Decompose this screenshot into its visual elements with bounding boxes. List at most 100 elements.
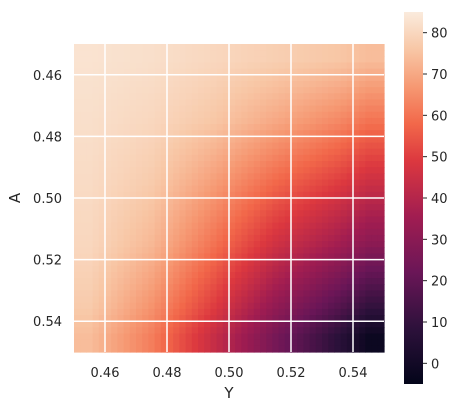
heatmap-cell bbox=[173, 345, 180, 353]
heatmap-cell bbox=[198, 68, 205, 76]
heatmap-cell bbox=[129, 130, 137, 137]
heatmap-cell bbox=[278, 74, 286, 82]
heatmap-cell bbox=[191, 222, 199, 230]
heatmap-cell bbox=[80, 80, 87, 88]
heatmap-cell bbox=[160, 80, 168, 88]
heatmap-cell bbox=[353, 87, 360, 94]
heatmap-cell bbox=[179, 173, 187, 181]
heatmap-cell bbox=[291, 308, 298, 316]
heatmap-cell bbox=[359, 136, 366, 144]
heatmap-cell bbox=[260, 234, 267, 242]
heatmap-cell bbox=[328, 271, 335, 279]
heatmap-cell bbox=[74, 271, 81, 279]
heatmap-cell bbox=[284, 154, 292, 162]
heatmap-cell bbox=[278, 265, 286, 273]
heatmap-cell bbox=[111, 124, 118, 131]
heatmap-cell bbox=[173, 167, 180, 174]
heatmap-cell bbox=[247, 44, 255, 51]
heatmap-cell bbox=[129, 117, 137, 125]
heatmap-cell bbox=[322, 44, 329, 51]
heatmap-cell bbox=[303, 111, 311, 119]
heatmap-cell bbox=[353, 222, 360, 230]
heatmap-cell bbox=[210, 271, 218, 279]
heatmap-cell bbox=[129, 56, 137, 64]
heatmap-cells bbox=[74, 44, 385, 353]
heatmap-cell bbox=[291, 296, 298, 304]
heatmap-cell bbox=[359, 333, 366, 341]
heatmap-cell bbox=[123, 99, 131, 107]
heatmap-cell bbox=[210, 290, 218, 298]
heatmap-cell bbox=[191, 216, 199, 224]
heatmap-cell bbox=[278, 216, 286, 224]
heatmap-cell bbox=[222, 327, 230, 335]
heatmap-cell bbox=[353, 284, 360, 291]
heatmap-cell bbox=[253, 290, 261, 298]
heatmap-cell bbox=[353, 259, 360, 267]
heatmap-cell bbox=[80, 278, 87, 285]
heatmap-cell bbox=[253, 154, 261, 162]
heatmap-cell bbox=[377, 142, 385, 150]
heatmap-cell bbox=[272, 44, 280, 51]
heatmap-cell bbox=[266, 179, 273, 187]
heatmap-cell bbox=[80, 253, 87, 261]
heatmap-cell bbox=[297, 136, 304, 144]
heatmap-cell bbox=[284, 68, 292, 76]
heatmap-cell bbox=[191, 68, 199, 76]
heatmap-cell bbox=[365, 117, 373, 125]
heatmap-cell bbox=[247, 62, 255, 70]
heatmap-cell bbox=[284, 130, 292, 137]
heatmap-cell bbox=[198, 271, 205, 279]
heatmap-cell bbox=[136, 62, 143, 70]
heatmap-cell bbox=[278, 44, 286, 51]
heatmap-cell bbox=[142, 68, 149, 76]
heatmap-cell bbox=[359, 130, 366, 137]
heatmap-cell bbox=[154, 44, 162, 51]
heatmap-cell bbox=[340, 210, 348, 218]
heatmap-cell bbox=[284, 327, 292, 335]
heatmap-cell bbox=[297, 161, 304, 168]
heatmap-cell bbox=[266, 161, 273, 168]
heatmap-cell bbox=[117, 68, 125, 76]
heatmap-cell bbox=[148, 50, 156, 57]
heatmap-cell bbox=[303, 228, 311, 236]
heatmap-cell bbox=[266, 198, 273, 205]
heatmap-cell bbox=[241, 216, 249, 224]
heatmap-cell bbox=[340, 87, 348, 94]
heatmap-cell bbox=[260, 198, 267, 205]
heatmap-cell bbox=[260, 93, 267, 101]
heatmap-cell bbox=[210, 148, 218, 156]
heatmap-cell bbox=[142, 142, 149, 150]
heatmap-cell bbox=[185, 234, 193, 242]
heatmap-cell bbox=[253, 117, 261, 125]
heatmap-cell bbox=[216, 148, 224, 156]
heatmap-cell bbox=[160, 228, 168, 236]
heatmap-cell bbox=[167, 210, 174, 218]
heatmap-cell bbox=[129, 179, 137, 187]
heatmap-cell bbox=[284, 179, 292, 187]
heatmap-cell bbox=[136, 284, 143, 291]
heatmap-cell bbox=[253, 130, 261, 137]
heatmap-cell bbox=[365, 161, 373, 168]
heatmap-cell bbox=[229, 93, 236, 101]
heatmap-cell bbox=[315, 308, 323, 316]
heatmap-cell bbox=[160, 167, 168, 174]
heatmap-cell bbox=[80, 173, 87, 181]
heatmap-cell bbox=[322, 173, 329, 181]
heatmap-cell bbox=[371, 93, 379, 101]
heatmap-cell bbox=[353, 80, 360, 88]
heatmap-cell bbox=[142, 154, 149, 162]
heatmap-cell bbox=[105, 284, 112, 291]
heatmap-cell bbox=[123, 56, 131, 64]
heatmap-cell bbox=[105, 204, 112, 211]
heatmap-cell bbox=[123, 80, 131, 88]
heatmap-cell bbox=[154, 216, 162, 224]
heatmap-cell bbox=[222, 62, 230, 70]
heatmap-cell bbox=[353, 302, 360, 310]
heatmap-cell bbox=[315, 321, 323, 328]
heatmap-cell bbox=[260, 296, 267, 304]
heatmap-cell bbox=[340, 222, 348, 230]
heatmap-cell bbox=[365, 154, 373, 162]
heatmap-cell bbox=[297, 259, 304, 267]
heatmap-cell bbox=[185, 284, 193, 291]
heatmap-cell bbox=[160, 308, 168, 316]
